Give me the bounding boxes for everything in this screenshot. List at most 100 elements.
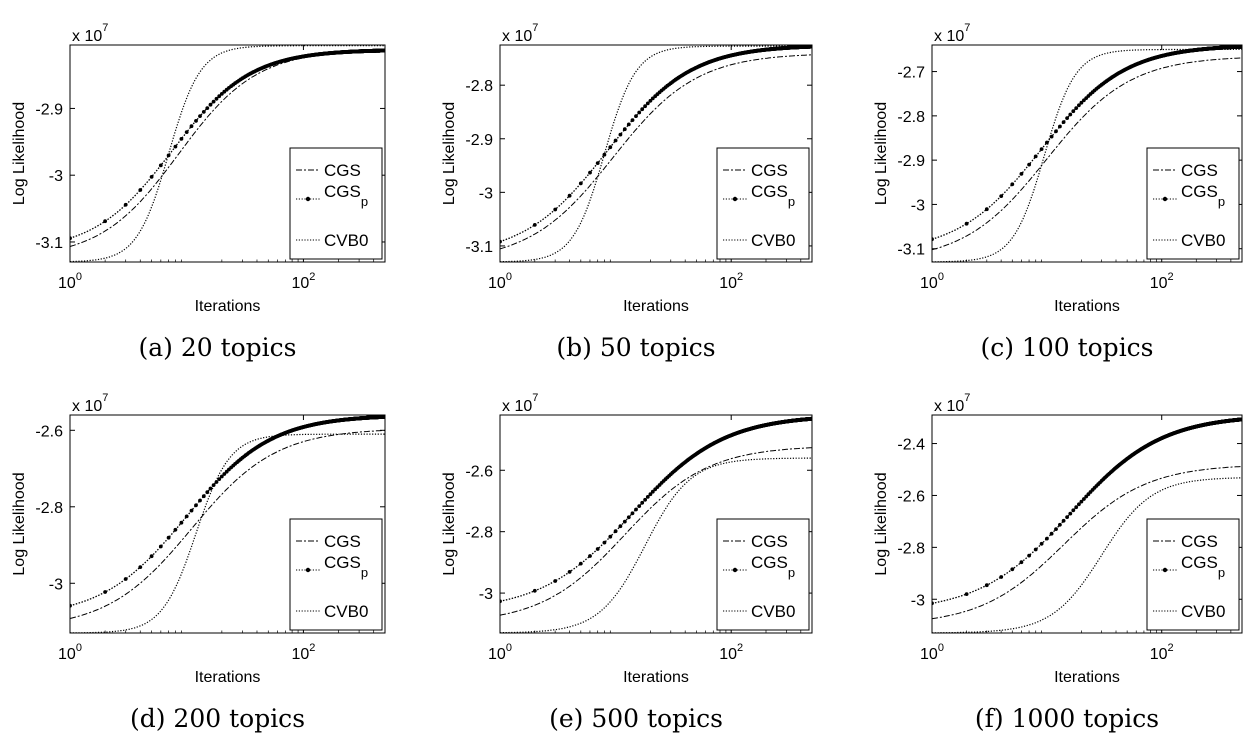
cgsp-marker (217, 94, 222, 99)
cgsp-marker (637, 110, 642, 115)
x-tick-label: 102 (1150, 271, 1174, 292)
cgsp-marker (578, 561, 583, 566)
legend-label-cgsp: CGSp (324, 553, 368, 580)
cgsp-marker (630, 118, 635, 122)
cgsp-marker (1061, 518, 1066, 523)
cgsp-marker (158, 163, 163, 168)
cgsp-marker (567, 570, 572, 574)
cgsp-marker (208, 486, 213, 491)
cgsp-marker (179, 137, 184, 141)
y-tick-label: -3.1 (465, 239, 493, 256)
x-tick-exponent: 0 (76, 642, 82, 654)
legend-marker (732, 196, 738, 202)
y-multiplier-base: x 10 (502, 398, 532, 415)
x-tick-label: 102 (719, 271, 743, 292)
cgsp-marker (1054, 527, 1058, 531)
cgsp-marker (1082, 497, 1086, 501)
panel-caption: (e) 500 topics (549, 704, 723, 733)
x-tick-label: 100 (920, 642, 944, 663)
legend-label-cgs: CGS (1181, 161, 1218, 180)
x-tick-exponent: 2 (309, 271, 315, 283)
y-multiplier: x 107 (502, 22, 538, 45)
cgsp-marker (138, 188, 143, 192)
y-multiplier-base: x 10 (72, 28, 102, 45)
cgsp-marker (383, 415, 385, 419)
legend-label-cgsp-sub: p (1218, 194, 1225, 209)
y-multiplier: x 107 (502, 392, 538, 415)
y-multiplier-exponent: 7 (532, 22, 538, 34)
legend-label-cgsp: CGSp (751, 182, 795, 209)
cgsp-marker (1079, 499, 1084, 504)
x-tick-base: 10 (1150, 275, 1168, 292)
x-tick-exponent: 0 (76, 271, 82, 283)
legend-label-cgs: CGS (324, 532, 361, 551)
cgsp-marker (149, 175, 154, 179)
cgsp-marker (1074, 106, 1079, 110)
y-multiplier-exponent: 7 (102, 392, 108, 404)
legend-label-cgsp-sub: p (361, 565, 368, 580)
cgsp-marker (984, 583, 989, 588)
y-tick-label: -3.1 (35, 235, 63, 252)
cgsp-marker (222, 472, 227, 476)
cgsp-marker (630, 511, 635, 516)
cgsp-marker (588, 170, 592, 175)
cgsp-marker (640, 107, 645, 112)
x-axis-label: Iterations (195, 669, 261, 686)
panel-caption: (c) 100 topics (980, 333, 1153, 362)
cgsp-marker (626, 122, 631, 127)
cgsp-marker (618, 132, 623, 137)
panel-caption: (a) 20 topics (138, 333, 296, 362)
series-cvb0-line (500, 457, 812, 633)
cgsp-marker (1039, 147, 1044, 152)
cgsp-marker (201, 494, 206, 499)
cgsp-marker (219, 474, 224, 479)
cgsp-marker (1027, 553, 1031, 558)
legend-label-cgs: CGS (1181, 532, 1218, 551)
x-tick-exponent: 0 (506, 642, 512, 654)
y-tick-label: -2.9 (465, 132, 493, 149)
x-axis-label: Iterations (623, 298, 689, 315)
y-tick-label: -3 (479, 185, 493, 202)
panel-caption: (b) 50 topics (556, 333, 715, 362)
panel-caption: (f) 1000 topics (975, 704, 1159, 733)
y-axis-label: Log Likelihood (11, 102, 28, 205)
y-multiplier-exponent: 7 (964, 392, 970, 404)
cgsp-marker (553, 207, 558, 212)
cgsp-marker (595, 547, 600, 551)
y-tick-label: -2.7 (897, 65, 925, 82)
legend-label-cgsp-base: CGS (1181, 182, 1218, 201)
cgsp-marker (999, 575, 1004, 579)
cgsp-marker (1074, 505, 1079, 510)
series-cvb0-line (932, 48, 1242, 262)
legend-label-cgsp-base: CGS (324, 182, 361, 201)
cgsp-marker (1010, 567, 1015, 572)
x-tick-exponent: 2 (1168, 271, 1174, 283)
legend-marker (1162, 196, 1168, 202)
cgsp-marker (1068, 511, 1073, 516)
x-tick-exponent: 0 (938, 271, 944, 283)
cgsp-marker (1033, 547, 1038, 552)
cgsp-marker (608, 534, 613, 539)
cgsp-marker (500, 239, 502, 244)
series-cvb0-line (500, 45, 812, 262)
cgsp-marker (1079, 100, 1084, 105)
cgsp-marker (208, 102, 213, 107)
cgsp-marker (1077, 103, 1081, 108)
cgsp-marker (1071, 109, 1076, 114)
cgsp-marker (189, 124, 194, 129)
cgsp-marker (1058, 124, 1062, 129)
cgsp-marker (219, 92, 224, 96)
legend-label-cgsp: CGSp (324, 182, 368, 209)
cgsp-marker (1019, 560, 1024, 565)
cgsp-marker (634, 114, 638, 118)
y-multiplier-base: x 10 (502, 28, 532, 45)
y-multiplier-exponent: 7 (964, 22, 970, 34)
cgsp-marker (645, 495, 650, 499)
legend-label-cvb0: CVB0 (324, 231, 368, 250)
